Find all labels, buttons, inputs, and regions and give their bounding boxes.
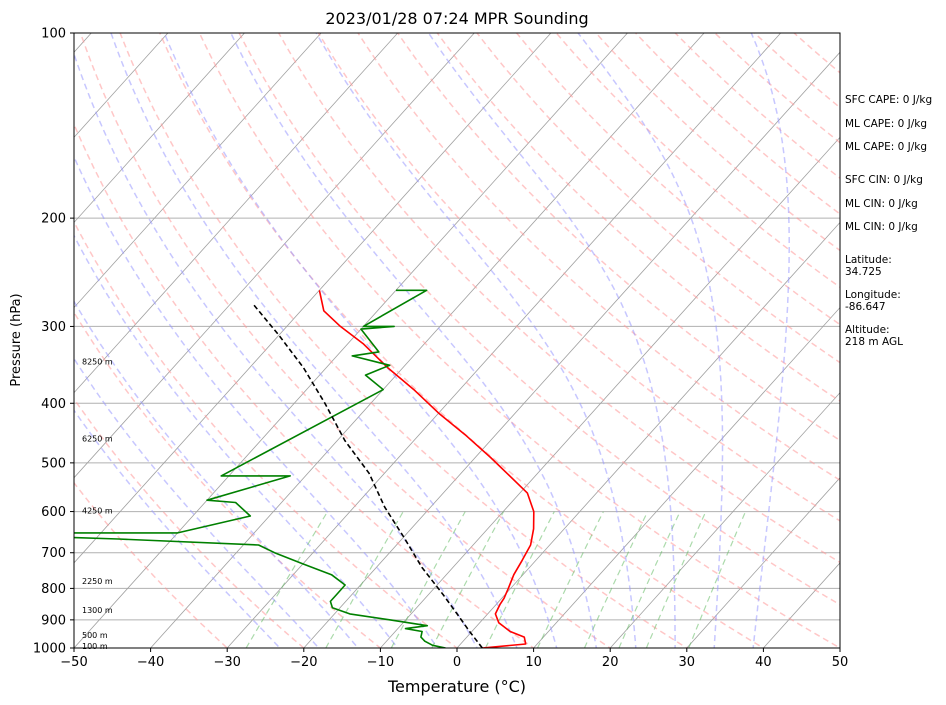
x-tick-label: 10: [525, 655, 542, 670]
x-tick-label: 20: [602, 655, 619, 670]
mixing-ratio-line: [484, 511, 555, 648]
x-tick-label: 30: [679, 655, 696, 670]
mixing-ratio-line: [325, 511, 404, 648]
mixing-ratio-line: [583, 511, 649, 648]
dry-adiabat-line: [79, 33, 612, 648]
x-tick-label: 0: [453, 655, 461, 670]
moist-adiabat-line: [74, 155, 439, 648]
moist-adiabat-line: [74, 357, 320, 648]
x-tick-label: −10: [367, 655, 394, 670]
longitude-value: -86.647: [845, 301, 886, 313]
y-tick-label: 800: [41, 582, 66, 597]
y-tick-label: 1000: [33, 642, 66, 657]
latitude-label: Latitude:: [845, 254, 892, 266]
isotherm-line: [686, 477, 840, 648]
height-label: 4250 m: [82, 507, 113, 516]
moist-adiabat-line: [74, 408, 281, 648]
isotherm-line: [74, 33, 398, 394]
temperature-line: [318, 290, 535, 648]
y-tick-label: 500: [41, 456, 66, 471]
dry-adiabat-line: [357, 33, 840, 482]
mixing-ratio-line: [536, 511, 604, 648]
height-label: 2250 m: [82, 577, 113, 586]
y-axis-label: Pressure (hPa): [9, 293, 24, 386]
y-tick-label: 700: [41, 546, 66, 561]
x-axis-label: Temperature (°C): [387, 677, 526, 696]
height-label: 1300 m: [82, 606, 113, 615]
dry-adiabat-line: [198, 33, 840, 648]
mixing-ratio-line: [688, 511, 747, 648]
longitude-label: Longitude:: [845, 289, 901, 301]
x-tick-label: −50: [60, 655, 87, 670]
isotherm-line: [456, 221, 840, 648]
chart-title: 2023/01/28 07:24 MPR Sounding: [325, 9, 588, 28]
isotherm-line: [150, 33, 705, 648]
moist-adiabat-line: [427, 33, 676, 648]
latitude-value: 34.725: [845, 266, 882, 278]
dry-adiabat-line: [74, 481, 229, 648]
y-tick-label: 200: [41, 212, 66, 227]
y-tick-label: 900: [41, 613, 66, 628]
ml-cape-text: ML CAPE: 0 J/kg: [845, 118, 928, 130]
dry-adiabat-line: [159, 33, 765, 648]
height-label: 500 m: [82, 631, 108, 640]
ml-cape-text-2: ML CAPE: 0 J/kg: [845, 141, 928, 153]
sfc-cin-text: SFC CIN: 0 J/kg: [845, 174, 923, 186]
dry-adiabat-line: [74, 397, 305, 648]
dry-adiabat-line: [119, 33, 689, 648]
mixing-ratio-line: [390, 511, 466, 648]
y-tick-label: 400: [41, 397, 66, 412]
isotherm-line: [74, 33, 628, 648]
moist-adiabat-line: [110, 33, 518, 648]
ml-cin-text: ML CIN: 0 J/kg: [845, 198, 918, 210]
isotherm-line: [303, 51, 840, 648]
y-tick-label: 300: [41, 320, 66, 335]
dry-adiabat-line: [74, 220, 459, 648]
isotherm-line: [74, 33, 245, 224]
dry-adiabat-line: [516, 33, 840, 326]
x-tick-label: 50: [832, 655, 849, 670]
isotherm-line: [74, 33, 475, 479]
x-tick-label: −40: [137, 655, 164, 670]
moist-adiabat-line: [230, 33, 598, 648]
y-tick-label: 100: [41, 27, 66, 42]
isotherm-line: [74, 33, 322, 309]
dry-adiabat-line: [317, 33, 840, 522]
isotherm-line: [74, 33, 169, 138]
dry-adiabat-line: [74, 311, 382, 648]
moist-adiabat-line: [74, 234, 399, 648]
dewpoint-line: [74, 289, 446, 648]
plot-frame: [73, 32, 841, 649]
ml-cin-text-2: ML CIN: 0 J/kg: [845, 221, 918, 233]
moist-adiabat-line: [577, 33, 724, 648]
height-label: 100 m: [82, 642, 108, 651]
altitude-value: 218 m AGL: [845, 336, 903, 348]
height-label: 8250 m: [82, 357, 113, 366]
isotherm-line: [533, 306, 840, 648]
height-label: 6250 m: [82, 434, 113, 443]
x-tick-label: −30: [213, 655, 240, 670]
isotherm-line: [380, 136, 840, 648]
mixing-ratio-line: [645, 511, 707, 648]
sfc-cape-text: SFC CAPE: 0 J/kg: [845, 94, 933, 106]
isotherm-line: [226, 33, 781, 648]
mixing-ratio-line: [618, 511, 681, 648]
isotherm-line: [609, 392, 840, 648]
mixing-ratio-line: [245, 511, 329, 648]
dry-adiabat-line: [476, 33, 840, 364]
isotherm-line: [74, 33, 552, 564]
moist-adiabat-line: [163, 33, 558, 648]
dry-adiabat-line: [238, 33, 840, 606]
x-tick-label: −20: [290, 655, 317, 670]
mixing-ratio-line: [431, 511, 505, 648]
x-tick-label: 40: [755, 655, 772, 670]
altitude-label: Altitude:: [845, 324, 890, 336]
parcel-profile-line: [252, 303, 483, 648]
moist-adiabat-line: [750, 33, 790, 648]
dry-adiabat-line: [74, 122, 535, 648]
dry-adiabat-line: [278, 33, 840, 564]
moist-adiabat-line: [315, 33, 637, 648]
y-tick-label: 600: [41, 505, 66, 520]
